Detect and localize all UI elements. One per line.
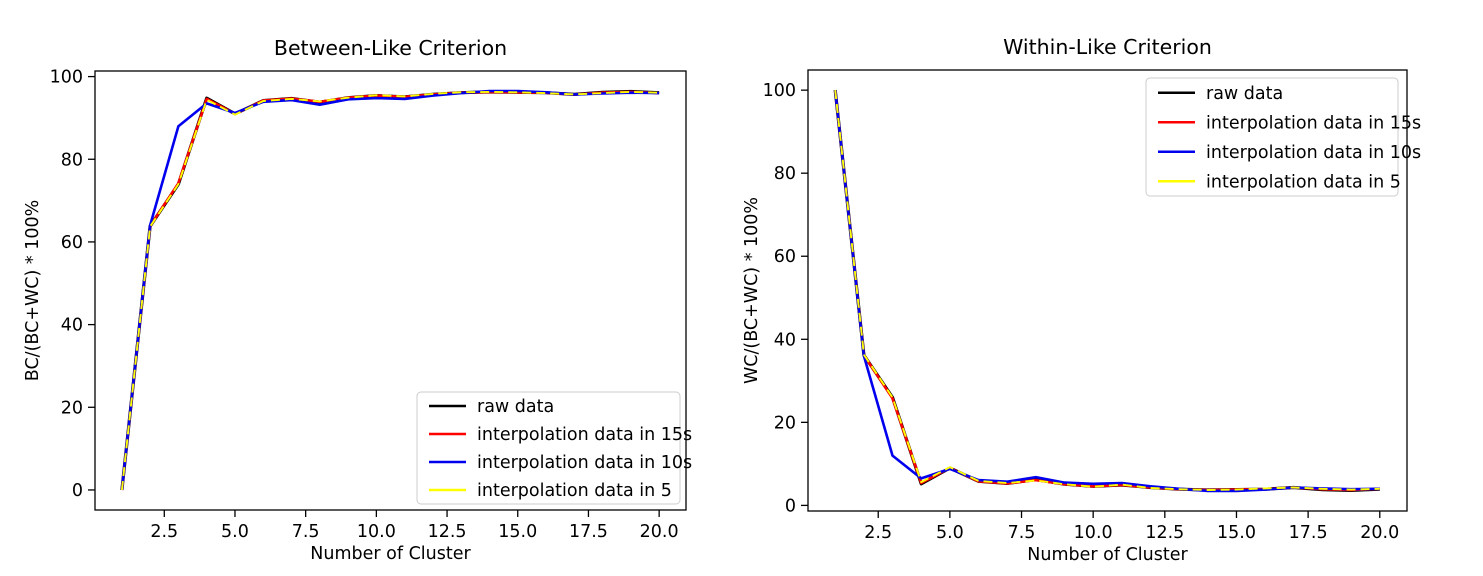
legend-label: interpolation data in 5 — [1206, 172, 1401, 192]
x-tick-label: 15.0 — [1217, 523, 1256, 543]
x-tick-label: 10.0 — [1074, 523, 1113, 543]
legend-box — [1145, 77, 1399, 197]
x-tick-label: 15.0 — [498, 522, 537, 542]
chart-between-like: 2.5 5.0 7.5 10.0 12.5 15.0 17.5 20.0 0 20 40 60 80 10… — [23, 36, 692, 564]
x-tick-label: 5.0 — [936, 523, 964, 543]
y-tick-label: 80 — [61, 150, 83, 170]
legend-label: raw data — [477, 397, 554, 417]
legend-label: interpolation data in 5 — [477, 481, 672, 501]
legend-label: interpolation data in 15s — [1206, 113, 1421, 133]
y-tick-label: 100 — [50, 68, 83, 88]
chart-title: Within-Like Criterion — [1003, 35, 1212, 59]
x-tick-label: 17.5 — [1289, 523, 1328, 543]
x-tick-label: 20.0 — [1360, 523, 1399, 543]
legend-label: interpolation data in 10s — [1206, 143, 1421, 163]
x-tick-label: 5.0 — [221, 522, 249, 542]
y-tick-label: 20 — [774, 413, 796, 433]
legend: raw data interpolation data in 15s interpo… — [1145, 77, 1421, 197]
x-axis-label: Number of Cluster — [310, 544, 471, 564]
legend-label: interpolation data in 15s — [477, 425, 692, 445]
legend-label: interpolation data in 10s — [477, 453, 692, 473]
series-line-interpolation-data-in-10s — [833, 89, 1380, 493]
plot-border — [94, 70, 687, 511]
x-tick-label: 2.5 — [150, 522, 178, 542]
x-tick-label: 7.5 — [292, 522, 320, 542]
legend-entry-interpolation-data-in-10s: interpolation data in 10s — [1158, 143, 1421, 163]
legend-entry-interpolation-data-in-5: interpolation data in 5 — [1158, 172, 1401, 192]
x-tick-label: 10.0 — [357, 522, 396, 542]
x-tick-label: 12.5 — [1145, 523, 1184, 543]
x-tick-label: 20.0 — [640, 522, 679, 542]
x-axis-label: Number of Cluster — [1027, 545, 1188, 565]
legend-entry-interpolation-data-in-15s: interpolation data in 15s — [429, 425, 692, 445]
legend-entry-interpolation-data-in-15s: interpolation data in 15s — [1158, 113, 1421, 133]
y-axis-label: BC/(BC+WC) * 100% — [23, 200, 43, 381]
y-tick-label: 0 — [785, 496, 796, 516]
series-line-interpolation-data-in-5 — [120, 90, 660, 491]
y-tick-label: 40 — [61, 316, 83, 336]
legend-box — [416, 391, 681, 505]
x-tick-label: 2.5 — [864, 523, 892, 543]
y-axis-label: WC/(BC+WC) * 100% — [742, 197, 762, 384]
series-line-interpolation-data-in-5 — [834, 89, 1380, 491]
chart-within-like: 2.5 5.0 7.5 10.0 12.5 15.0 17.5 20.0 0 20 40 60 80 10… — [742, 35, 1421, 565]
legend-entry-interpolation-data-in-5: interpolation data in 5 — [429, 481, 672, 501]
plot-border — [807, 69, 1408, 512]
y-tick-label: 60 — [774, 247, 796, 267]
legend-entry-interpolation-data-in-10s: interpolation data in 10s — [429, 453, 692, 473]
y-tick-label: 60 — [61, 233, 83, 253]
legend-entry-raw-data: raw data — [1158, 84, 1283, 104]
y-tick-label: 80 — [774, 164, 796, 184]
y-tick-label: 100 — [763, 81, 796, 101]
x-tick-label: 7.5 — [1008, 523, 1036, 543]
legend-label: raw data — [1206, 84, 1283, 104]
x-tick-label: 12.5 — [428, 522, 467, 542]
legend-entry-raw-data: raw data — [429, 397, 554, 417]
chart-title: Between-Like Criterion — [274, 36, 507, 60]
y-tick-label: 40 — [774, 330, 796, 350]
y-tick-label: 20 — [61, 398, 83, 418]
y-tick-label: 0 — [72, 481, 83, 501]
x-tick-label: 17.5 — [569, 522, 608, 542]
legend: raw data interpolation data in 15s interpo… — [416, 391, 692, 505]
